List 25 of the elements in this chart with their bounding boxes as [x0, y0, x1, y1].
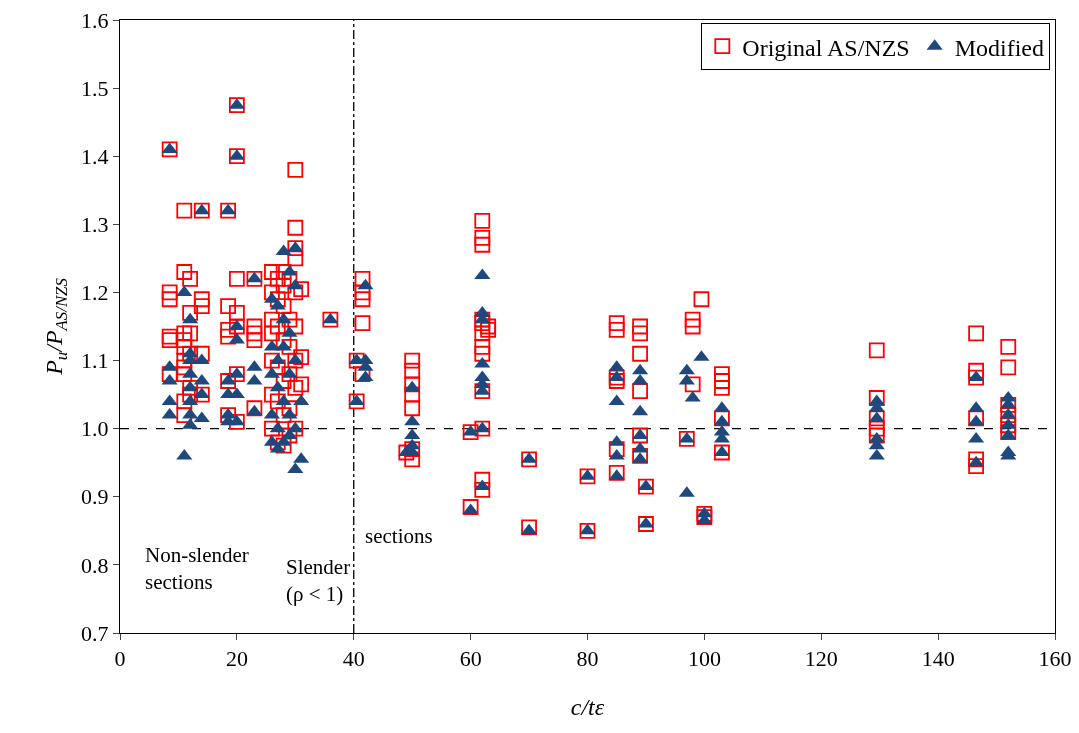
legend-label: Modified: [954, 34, 1044, 61]
x-tick-label: 120: [804, 646, 838, 672]
x-tick-label: 160: [1038, 646, 1072, 672]
y-tick-label: 1.6: [81, 7, 109, 33]
x-tick-label: 80: [576, 646, 599, 672]
annotation: Non-slender sections: [145, 543, 249, 595]
x-tick-label: 20: [225, 646, 248, 672]
y-tick-label: 1.3: [81, 212, 109, 238]
annotation: Slender (ρ < 1): [286, 555, 351, 607]
y-tick-label: 0.7: [81, 620, 109, 646]
y-tick-label: 0.8: [81, 552, 109, 578]
y-tick-label: 1.5: [81, 75, 109, 101]
x-tick-label: 100: [687, 646, 721, 672]
y-tick-label: 0.9: [81, 484, 109, 510]
x-tick-label: 140: [921, 646, 955, 672]
y-tick-label: 1.1: [81, 348, 109, 374]
x-axis-title: c/tε: [570, 694, 605, 720]
x-tick-label: 40: [342, 646, 365, 672]
annotation: sections: [365, 524, 433, 548]
x-tick-label: 0: [114, 646, 126, 672]
legend-label: Original AS/NZS: [742, 34, 910, 61]
y-tick-label: 1.0: [81, 416, 109, 442]
y-tick-label: 1.4: [81, 143, 109, 169]
x-tick-label: 60: [459, 646, 482, 672]
y-tick-label: 1.2: [81, 280, 109, 306]
